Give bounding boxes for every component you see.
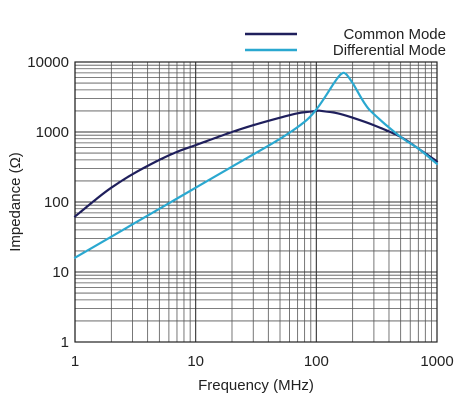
x-tick-label: 10 xyxy=(187,353,204,370)
y-tick-label: 1 xyxy=(61,334,69,351)
series-line-common-mode xyxy=(73,109,439,218)
legend-label-differential-mode: Differential Mode xyxy=(333,42,446,59)
x-axis-title: Frequency (MHz) xyxy=(198,377,314,394)
y-tick-label: 100 xyxy=(44,194,69,211)
y-tick-labels: 1 10 100 1000 10000 xyxy=(27,54,69,351)
legend: Common Mode Differential Mode xyxy=(245,26,446,59)
x-tick-label: 1 xyxy=(71,353,79,370)
x-tick-labels: 1 10 100 1000 xyxy=(71,353,454,370)
y-tick-label: 1000 xyxy=(36,124,69,141)
y-axis-title: Impedance (Ω) xyxy=(7,152,24,252)
series-line-differential-mode xyxy=(73,71,439,259)
y-tick-label: 10 xyxy=(52,264,69,281)
plot-frame xyxy=(74,61,438,343)
legend-label-common-mode: Common Mode xyxy=(343,26,446,43)
y-tick-label: 10000 xyxy=(27,54,69,71)
x-tick-label: 100 xyxy=(304,353,329,370)
x-tick-label: 1000 xyxy=(420,353,453,370)
series-layer xyxy=(73,71,439,259)
